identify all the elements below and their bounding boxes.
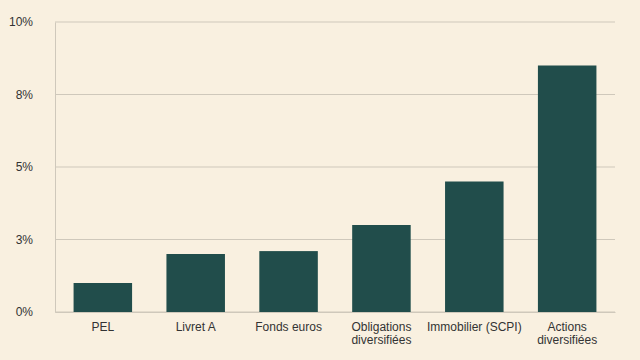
x-tick-label-line: Obligations: [351, 320, 411, 334]
grid-line: [55, 94, 615, 95]
bars: [74, 66, 597, 313]
bar: [352, 225, 411, 312]
y-tick: 3%: [16, 233, 55, 247]
y-axis-line: [55, 23, 56, 313]
chart: 0% 3% 5% 8% 10% PEL Livret A Fonds euros Obligat…: [0, 0, 640, 360]
x-tick-label-line: Fonds euros: [255, 320, 322, 334]
y-tick-label: 8%: [16, 88, 34, 102]
x-tick-label: PEL: [91, 320, 114, 334]
x-tick-label: Livret A: [176, 320, 216, 334]
y-tick-label: 0%: [16, 305, 34, 319]
y-tick: 0%: [16, 305, 55, 319]
x-tick: PEL: [91, 312, 114, 334]
background: [0, 0, 640, 360]
x-tick-label: Actionsdiversifiées: [537, 320, 597, 348]
y-tick-label: 10%: [9, 15, 33, 29]
x-tick-label: Fonds euros: [255, 320, 322, 334]
y-tick-label: 3%: [16, 233, 34, 247]
grid-line: [55, 312, 615, 313]
bar: [166, 254, 225, 312]
y-tick: 5%: [16, 160, 55, 174]
grid-line: [55, 239, 615, 240]
bar: [445, 182, 504, 313]
x-tick-label-line: diversifiées: [351, 333, 411, 347]
x-tick-label-line: PEL: [91, 320, 114, 334]
x-tick-label-line: Actions: [547, 320, 586, 334]
x-tick-label-line: Livret A: [176, 320, 216, 334]
grid-line: [55, 167, 615, 168]
grid: [55, 22, 615, 312]
x-axis-line: [56, 312, 616, 313]
y-tick-label: 5%: [16, 160, 34, 174]
x-tick-label: Obligationsdiversifiées: [351, 320, 411, 348]
x-tick: Obligationsdiversifiées: [351, 312, 411, 347]
bar: [74, 283, 133, 312]
x-axis: PELLivret AFonds eurosObligationsdiversi…: [56, 312, 616, 347]
x-tick: Actionsdiversifiées: [537, 312, 597, 347]
y-tick: 10%: [9, 15, 55, 29]
x-tick-label-line: Immobilier (SCPI): [427, 320, 522, 334]
plot: 0% 3% 5% 8% 10% PEL Livret A Fonds euros Obligat…: [9, 15, 616, 347]
x-tick: Livret A: [176, 312, 216, 334]
x-tick: Fonds euros: [255, 312, 322, 334]
x-tick: Immobilier (SCPI): [427, 312, 522, 334]
x-tick-label-line: diversifiées: [537, 333, 597, 347]
x-tick-label: Immobilier (SCPI): [427, 320, 522, 334]
grid-line: [55, 22, 615, 23]
bar: [538, 66, 597, 313]
y-tick: 8%: [16, 88, 55, 102]
bar: [259, 251, 318, 312]
y-axis: 0% 3% 5% 8% 10%: [9, 15, 56, 319]
